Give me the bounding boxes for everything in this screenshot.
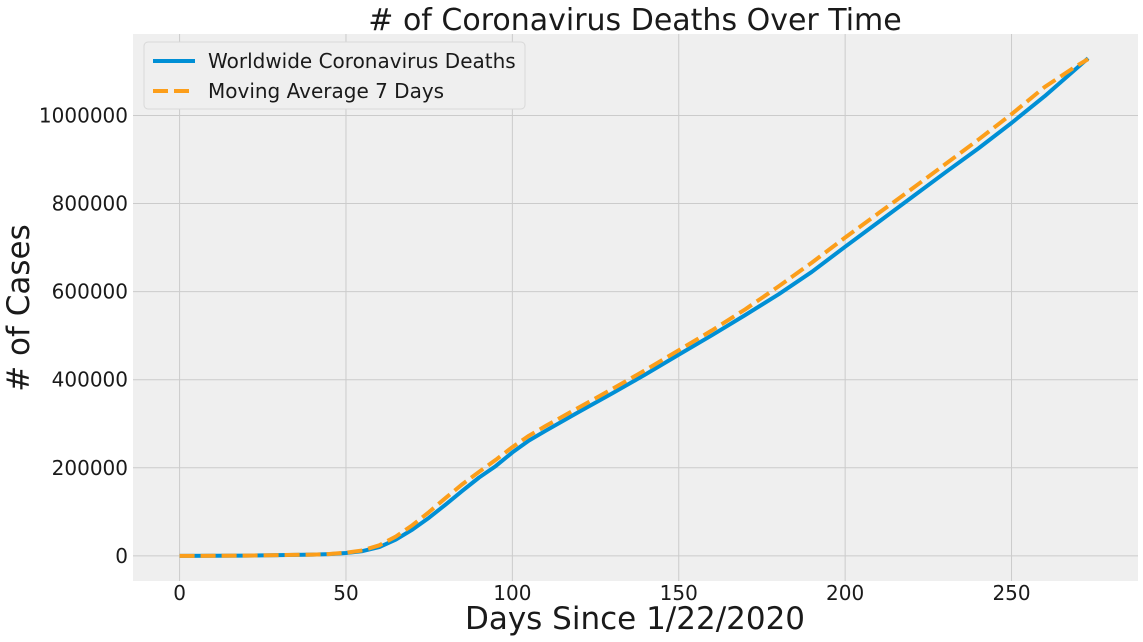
plot-area [133,34,1138,581]
y-tick-label-3: 600000 [52,280,128,304]
x-tick-labels: 0 50 100 150 200 250 [173,581,1030,605]
grid-lines [133,34,1138,581]
x-tick-label-4: 200 [826,581,864,605]
legend-label-moving-average: Moving Average 7 Days [208,79,444,103]
series-layer [179,56,1090,558]
y-tick-label-5: 1000000 [39,103,128,127]
x-tick-label-1: 50 [333,581,358,605]
y-axis-label: # of Cases [1,224,37,392]
x-axis-label: Days Since 1/22/2020 [465,601,805,637]
legend: Worldwide Coronavirus Deaths Moving Aver… [143,41,526,110]
x-tick-label-3: 150 [660,581,698,605]
y-tick-label-1: 200000 [52,456,128,480]
x-tick-label-2: 100 [493,581,531,605]
chart-title: # of Coronavirus Deaths Over Time [368,3,901,38]
legend-label-deaths: Worldwide Coronavirus Deaths [208,49,516,73]
y-tick-label-4: 800000 [52,192,128,216]
x-tick-label-5: 250 [992,581,1030,605]
x-tick-label-0: 0 [173,581,186,605]
y-tick-label-0: 0 [115,544,128,568]
y-tick-label-2: 400000 [52,368,128,392]
legend-box [143,41,526,110]
y-tick-labels: 0 200000 400000 600000 800000 1000000 [39,103,128,567]
series-line-moving-average [179,57,1090,558]
